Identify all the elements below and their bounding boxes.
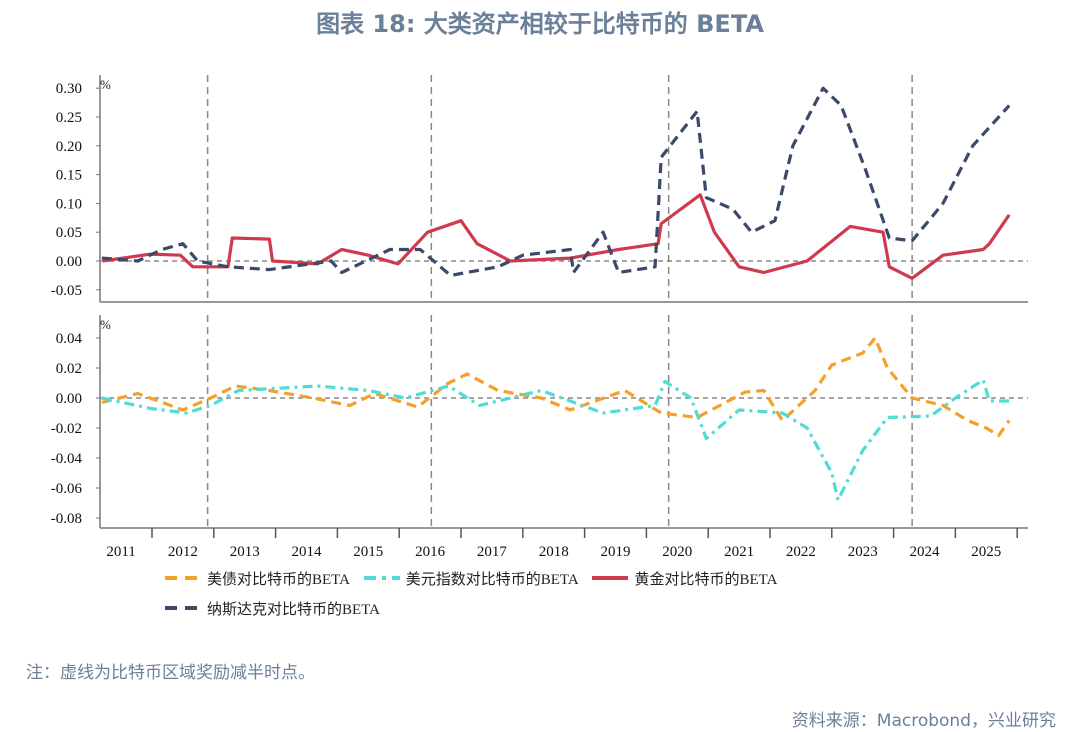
y-tick-label: 0.30: [56, 81, 82, 97]
y-tick-label: 0.25: [56, 110, 82, 126]
series-gold: [102, 193, 1011, 280]
x-tick-label: 2015: [353, 544, 383, 560]
legend-label: 美元指数对比特币的BETA: [405, 571, 579, 588]
top-unit-label: %: [100, 77, 111, 92]
y-tick-label: 0.05: [56, 225, 82, 241]
x-tick-label: 2018: [539, 544, 569, 560]
x-tick-label: 2012: [168, 544, 198, 560]
x-tick-label: 2023: [848, 544, 878, 560]
x-tick-label: 2022: [786, 544, 816, 560]
y-tick-label: -0.02: [51, 421, 82, 437]
y-tick-label: -0.08: [51, 511, 82, 527]
y-tick-label: -0.06: [51, 481, 83, 497]
bottom-unit-label: %: [100, 317, 111, 332]
source-note: 资料来源：Macrobond，兴业研究: [791, 711, 1056, 731]
legend-swatch-usd: [363, 576, 400, 580]
y-tick-label: 0.20: [56, 139, 82, 155]
y-tick-label: -0.05: [51, 283, 82, 299]
y-tick-label: 0.04: [56, 331, 83, 347]
legend-item-gold: 黄金对比特币的BETA: [592, 563, 777, 593]
legend-swatch-nasdaq: [165, 606, 201, 610]
legend-swatch-treasury: [165, 576, 201, 580]
legend-label: 美债对比特币的BETA: [207, 571, 350, 588]
y-tick-label: -0.04: [51, 451, 83, 467]
x-tick-label: 2017: [477, 544, 508, 560]
chart-title: 图表 18: 大类资产相较于比特币的 BETA: [316, 10, 764, 38]
y-tick-label: 0.02: [56, 361, 82, 377]
x-tick-label: 2016: [415, 544, 446, 560]
x-tick-label: 2024: [910, 544, 941, 560]
y-tick-label: 0.10: [56, 196, 82, 212]
x-tick-label: 2011: [106, 544, 135, 560]
legend-swatch-gold: [592, 576, 629, 580]
legend-label: 纳斯达克对比特币的BETA: [207, 601, 380, 618]
legend-item-nasdaq: 纳斯达克对比特币的BETA: [165, 593, 380, 623]
x-tick-label: 2020: [662, 544, 692, 560]
series-nasdaq: [101, 86, 1011, 277]
legend-item-usd: 美元指数对比特币的BETA: [363, 563, 579, 593]
x-tick-label: 2019: [601, 544, 631, 560]
footnote: 注：虚线为比特币区域奖励减半时点。: [26, 663, 315, 683]
y-tick-label: 0.00: [56, 391, 82, 407]
x-tick-label: 2021: [724, 544, 754, 560]
series-treasury: [101, 336, 1011, 438]
series-usd: [101, 378, 1010, 502]
y-tick-label: 0.15: [56, 168, 82, 184]
legend-item-treasury: 美债对比特币的BETA: [165, 563, 350, 593]
x-tick-label: 2014: [292, 544, 323, 560]
x-tick-label: 2013: [230, 544, 260, 560]
y-tick-label: 0.00: [56, 254, 82, 270]
legend-label: 黄金对比特币的BETA: [634, 571, 778, 588]
legend: 美债对比特币的BETA 美元指数对比特币的BETA 黄金对比特币的BETA 纳斯…: [165, 563, 945, 623]
x-tick-label: 2025: [971, 544, 1001, 560]
